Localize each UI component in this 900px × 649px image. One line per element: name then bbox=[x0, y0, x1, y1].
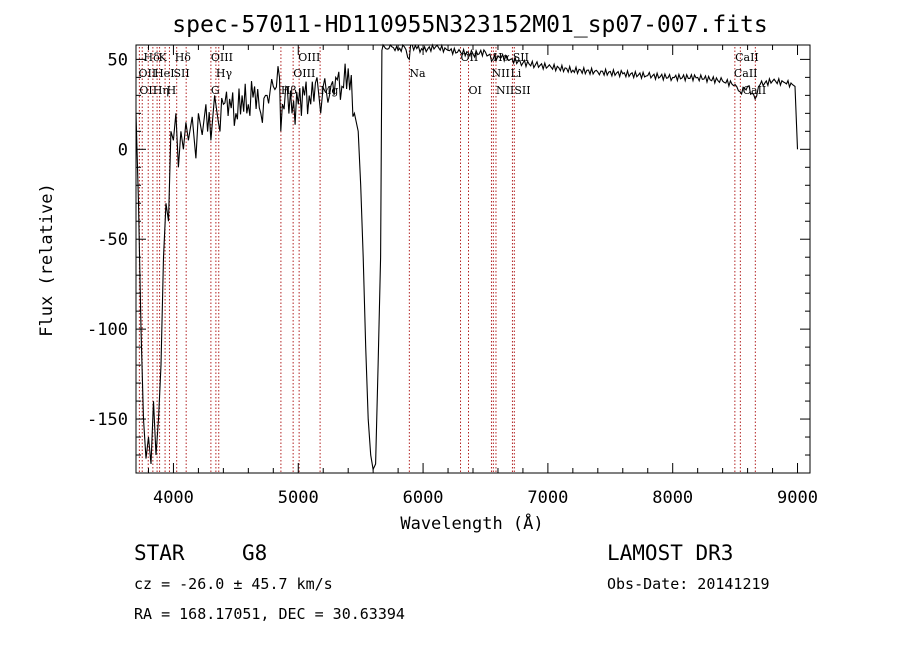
marker-label-3: OIII bbox=[211, 51, 233, 64]
coordinates: RA = 168.17051, DEC = 30.63394 bbox=[134, 605, 405, 623]
marker-label-14: Na bbox=[409, 67, 426, 80]
redshift-info: cz = -26.0 ± 45.7 km/s bbox=[134, 575, 333, 593]
x-tick-label-0: 4000 bbox=[153, 488, 194, 508]
marker-label-24: OI bbox=[469, 84, 482, 97]
y-tick-label-3: -100 bbox=[87, 320, 128, 340]
x-tick-label-2: 6000 bbox=[403, 488, 444, 508]
y-tick-label-2: -50 bbox=[97, 230, 128, 250]
spectral-subclass: G8 bbox=[242, 541, 267, 565]
marker-label-15: NII bbox=[491, 67, 509, 80]
marker-label-9: OII bbox=[138, 67, 156, 80]
x-axis-label: Wavelength (Å) bbox=[400, 512, 543, 534]
marker-label-16: Li bbox=[510, 67, 521, 80]
y-axis-label: Flux (relative) bbox=[37, 183, 57, 337]
marker-label-20: H bbox=[167, 84, 177, 97]
y-tick-label-0: 50 bbox=[108, 50, 128, 70]
x-tick-label-5: 9000 bbox=[777, 488, 818, 508]
marker-label-2: Hδ bbox=[175, 51, 192, 64]
spectral-line-markers bbox=[138, 47, 756, 473]
marker-label-18: OII bbox=[139, 84, 157, 97]
marker-label-0: Hδ bbox=[143, 51, 160, 64]
marker-label-4: OIII bbox=[298, 51, 320, 64]
x-axis-ticks: 4000 5000 6000 7000 8000 9000 bbox=[147, 45, 818, 508]
x-tick-label-3: 7000 bbox=[527, 488, 568, 508]
marker-label-11: SII bbox=[173, 67, 189, 80]
marker-label-12: Hγ bbox=[216, 67, 233, 80]
marker-label-21: G bbox=[211, 84, 220, 97]
x-tick-label-1: 5000 bbox=[278, 488, 319, 508]
y-axis-ticks: 50 0 -50 -100 -150 bbox=[87, 50, 810, 456]
marker-label-22: Hβ bbox=[281, 84, 297, 97]
marker-label-10: HeI bbox=[154, 67, 174, 80]
marker-label-13: OIII bbox=[293, 67, 315, 80]
plot-frame bbox=[135, 44, 811, 474]
y-tick-label-4: -150 bbox=[87, 410, 128, 430]
marker-label-19: Hη bbox=[153, 84, 169, 97]
object-type: STAR bbox=[134, 541, 185, 565]
observation-date: Obs-Date: 20141219 bbox=[607, 575, 770, 593]
marker-label-26: SII bbox=[514, 84, 530, 97]
marker-label-8: CaII bbox=[735, 51, 759, 64]
marker-label-25: NII bbox=[496, 84, 514, 97]
marker-label-27: CaII bbox=[743, 84, 767, 97]
x-tick-label-4: 8000 bbox=[652, 488, 693, 508]
spectrum-line bbox=[135, 43, 799, 472]
survey-name: LAMOST DR3 bbox=[607, 541, 733, 565]
marker-label-1: K bbox=[158, 51, 167, 64]
y-tick-label-1: 0 bbox=[118, 140, 128, 160]
marker-label-17: CaII bbox=[734, 67, 758, 80]
chart-title: spec-57011-HD110955N323152M01_sp07-007.f… bbox=[172, 12, 767, 38]
